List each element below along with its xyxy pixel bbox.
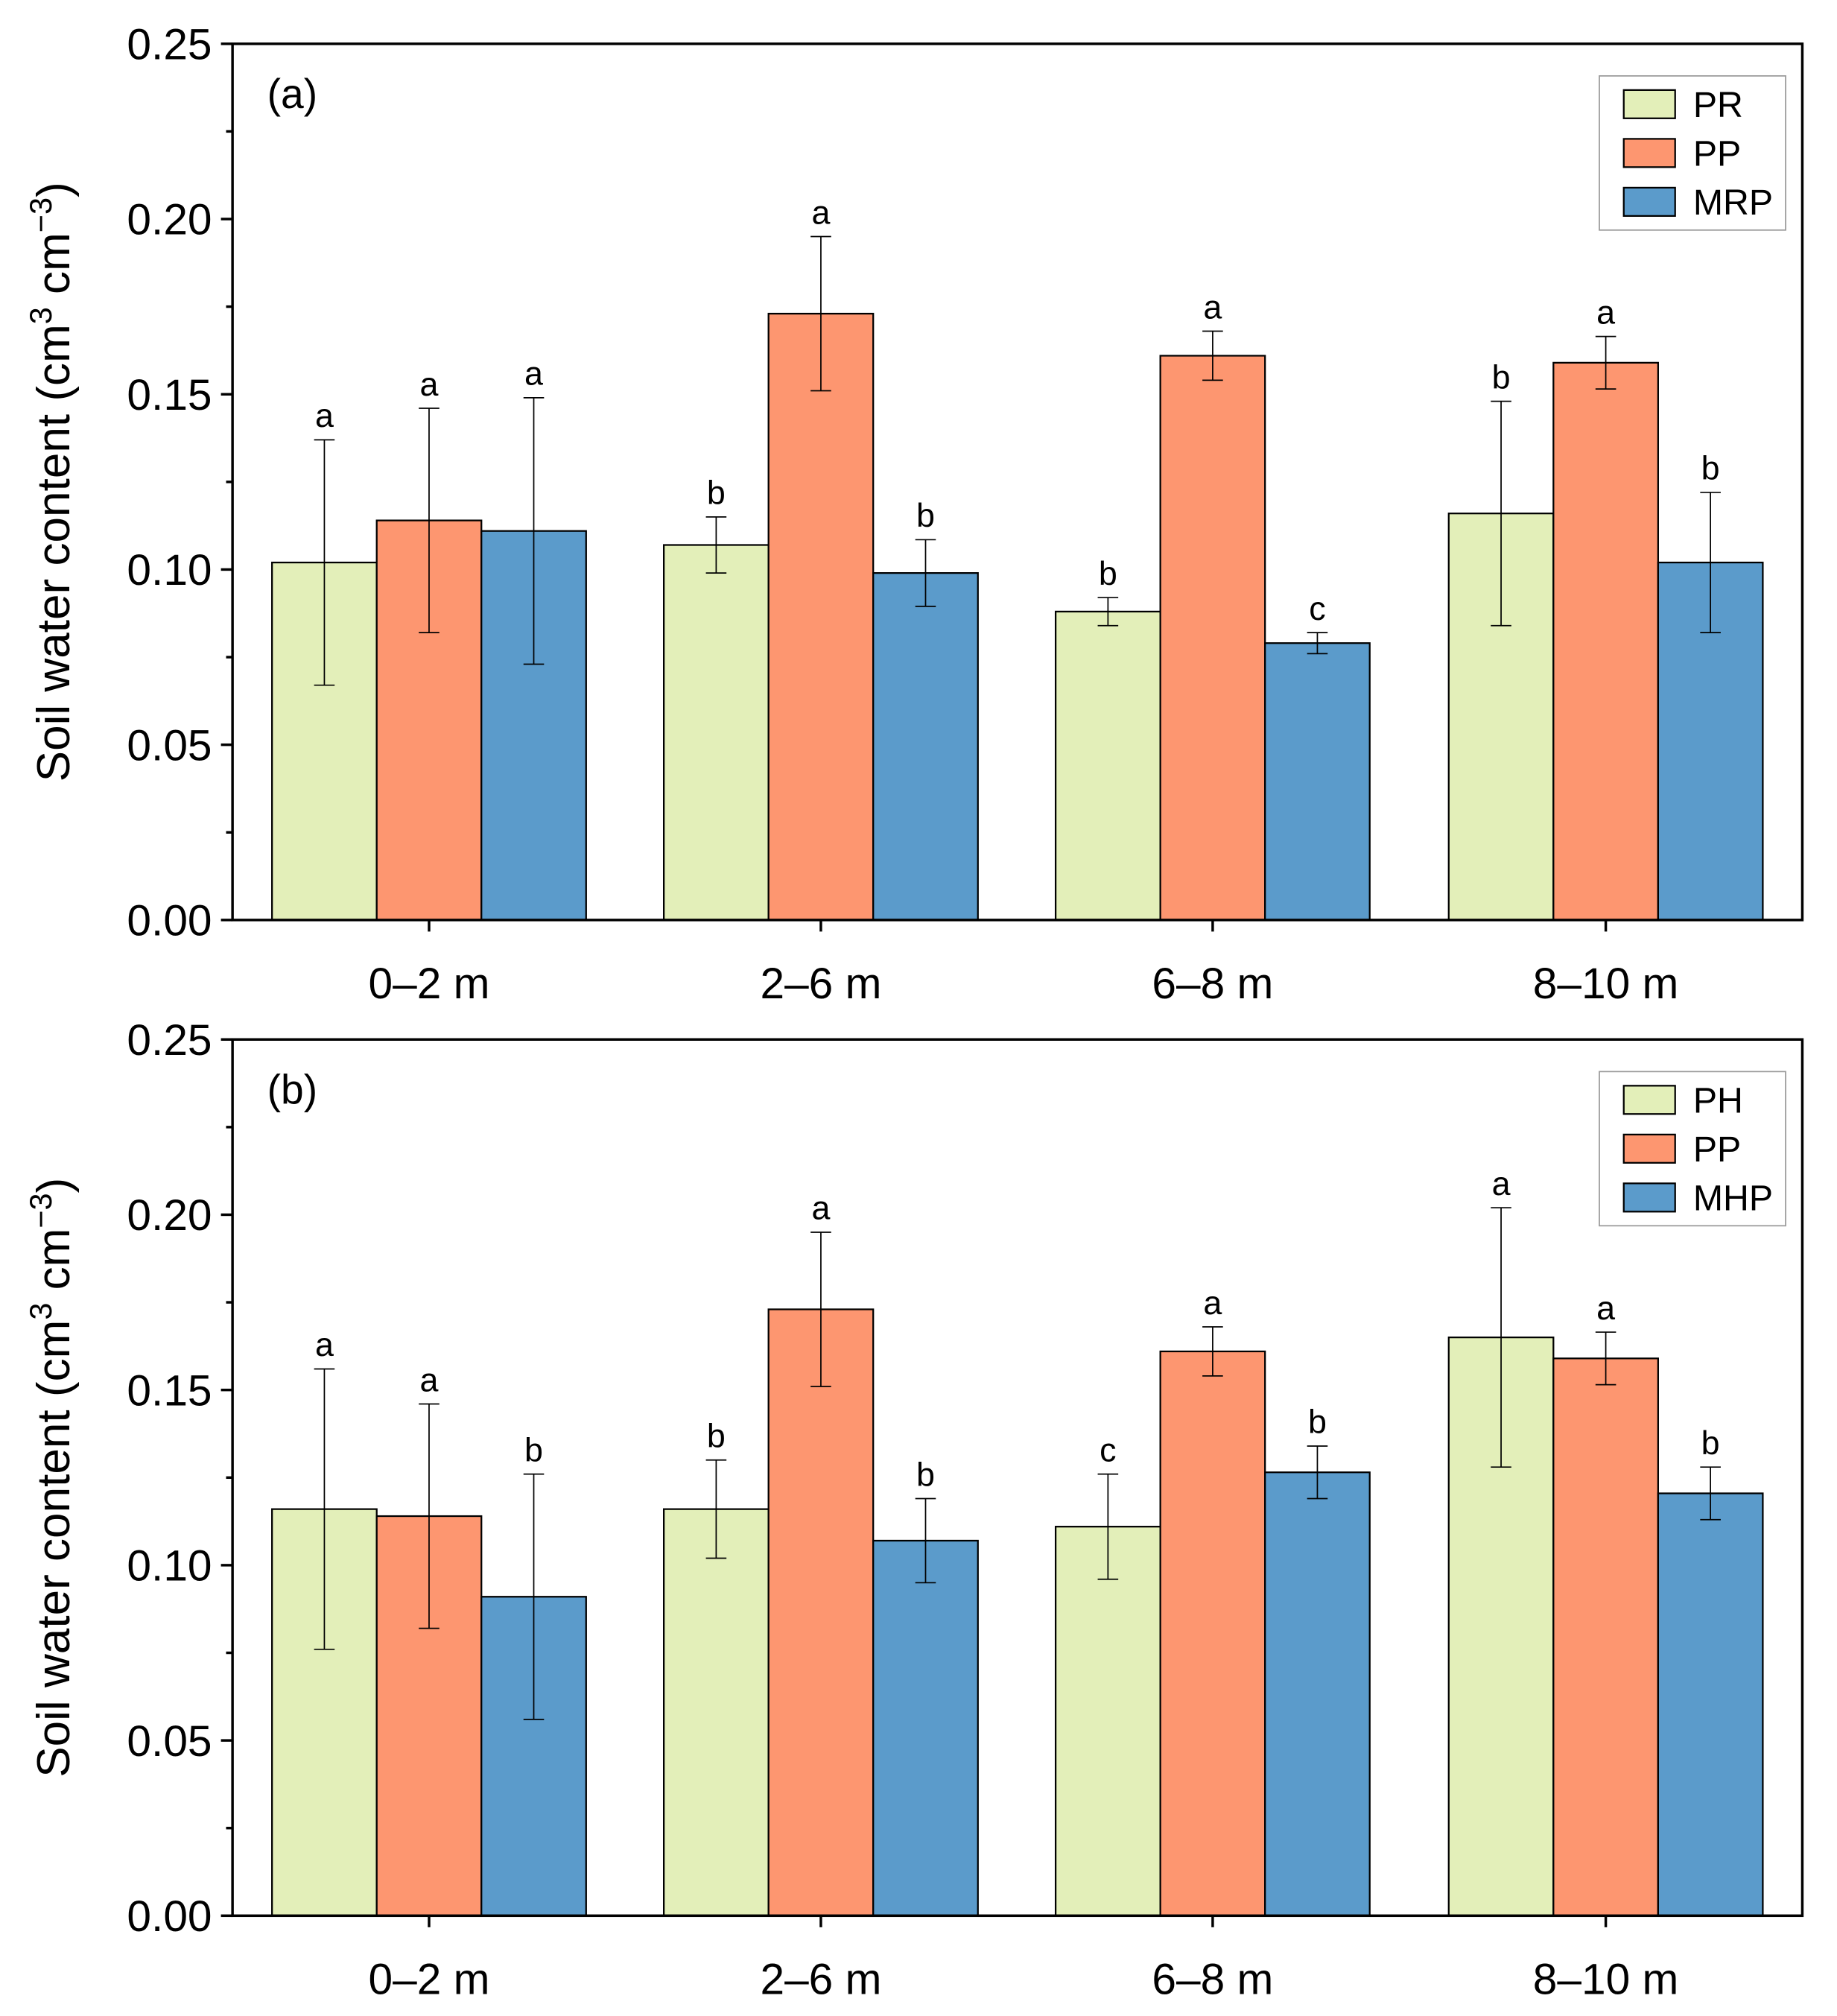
legend-label: PP bbox=[1693, 134, 1741, 174]
legend-swatch-pp bbox=[1622, 138, 1676, 168]
y-tick-label: 0.25 bbox=[127, 20, 212, 69]
significance-letter: a bbox=[1203, 1284, 1222, 1322]
chart-panel-b: a b c a a a a a b b b b 0.00 0.05 0.10 0.15 0.20 0.25 0–2 … bbox=[24, 1016, 1804, 2004]
bar-pp bbox=[1159, 1350, 1266, 1917]
significance-letter: b bbox=[524, 1430, 543, 1468]
y-axis-label: Soil water content (cm3 cm−3) bbox=[24, 1178, 80, 1778]
significance-letter: a bbox=[524, 355, 543, 393]
significance-letter: a bbox=[1492, 1164, 1511, 1202]
significance-letter: b bbox=[916, 1455, 935, 1493]
y-label-end: ) bbox=[28, 182, 80, 197]
significance-letter: a bbox=[315, 396, 334, 434]
x-tick-label: 8–10 m bbox=[1533, 960, 1679, 1008]
legend-label: MRP bbox=[1693, 183, 1773, 223]
y-tick-label: 0.10 bbox=[127, 1542, 212, 1591]
y-tick-label: 0.15 bbox=[127, 1366, 212, 1415]
legend-label: PH bbox=[1693, 1081, 1743, 1121]
bar-pp bbox=[767, 312, 875, 921]
significance-letter: a bbox=[1203, 288, 1222, 326]
y-tick-label: 0.20 bbox=[127, 1191, 212, 1240]
y-label-sup: −3 bbox=[24, 197, 58, 232]
significance-letter: a bbox=[811, 193, 830, 231]
significance-letter: c bbox=[1100, 1430, 1116, 1468]
legend-label: PP bbox=[1693, 1129, 1741, 1170]
y-tick-label: 0.05 bbox=[127, 721, 212, 770]
y-axis-label: Soil water content (cm3 cm−3) bbox=[24, 182, 80, 782]
bar-pp bbox=[767, 1308, 875, 1917]
significance-letter: b bbox=[707, 474, 726, 512]
significance-letter: a bbox=[420, 365, 439, 403]
significance-letter: b bbox=[707, 1417, 726, 1455]
legend-swatch-mhp bbox=[1622, 1182, 1676, 1213]
x-tick-label: 8–10 m bbox=[1533, 1956, 1679, 2004]
panel-label: (b) bbox=[267, 1066, 317, 1112]
significance-letter: a bbox=[315, 1325, 334, 1363]
y-label-mid: cm bbox=[28, 1229, 80, 1303]
chart-panel-a: a b b b a a a a a b c b 0.00 0.05 0.10 0.15 0.20 0.25 0–2 … bbox=[24, 20, 1804, 1008]
y-label-main: Soil water content (cm bbox=[28, 324, 80, 782]
y-label-main: Soil water content (cm bbox=[28, 1320, 80, 1778]
y-tick-label: 0.25 bbox=[127, 1016, 212, 1065]
bar-ph bbox=[663, 1508, 770, 1917]
bar-mhp bbox=[1264, 1471, 1371, 1917]
significance-letter: b bbox=[1099, 554, 1117, 592]
bar-ph bbox=[1054, 1526, 1161, 1917]
y-tick-label: 0.00 bbox=[127, 1892, 212, 1941]
legend: PH PP MHP bbox=[1599, 1071, 1786, 1227]
significance-letter: c bbox=[1309, 589, 1325, 627]
bar-mrp bbox=[1264, 642, 1371, 921]
significance-letter: a bbox=[420, 1360, 439, 1398]
significance-letter: b bbox=[1492, 358, 1511, 396]
significance-letter: b bbox=[1308, 1403, 1327, 1441]
bar-mhp bbox=[1657, 1492, 1764, 1917]
bar-pp bbox=[1552, 1357, 1659, 1917]
bar-mrp bbox=[872, 572, 979, 921]
panel-label: (a) bbox=[267, 71, 317, 117]
significance-letter: a bbox=[811, 1189, 830, 1227]
bar-pp bbox=[1552, 361, 1659, 921]
legend-swatch-pr bbox=[1622, 89, 1676, 119]
bar-mhp bbox=[872, 1539, 979, 1917]
legend-label: MHP bbox=[1693, 1179, 1773, 1219]
x-tick-label: 2–6 m bbox=[760, 960, 881, 1008]
y-tick-label: 0.10 bbox=[127, 546, 212, 595]
bar-pr bbox=[663, 544, 770, 921]
significance-letter: a bbox=[1596, 293, 1615, 331]
legend-label: PR bbox=[1693, 85, 1743, 125]
y-tick-label: 0.05 bbox=[127, 1717, 212, 1766]
y-label-sup: 3 bbox=[24, 307, 58, 324]
legend-swatch-mrp bbox=[1622, 186, 1676, 217]
x-tick-label: 6–8 m bbox=[1152, 960, 1273, 1008]
y-label-mid: cm bbox=[28, 232, 80, 307]
x-tick-label: 0–2 m bbox=[369, 1956, 490, 2004]
significance-letter: b bbox=[1701, 449, 1720, 487]
bar-pp bbox=[1159, 355, 1266, 921]
y-label-sup: 3 bbox=[24, 1303, 58, 1320]
legend-swatch-ph bbox=[1622, 1085, 1676, 1115]
significance-letter: b bbox=[1701, 1424, 1720, 1462]
y-tick-label: 0.20 bbox=[127, 196, 212, 244]
y-label-sup: −3 bbox=[24, 1193, 58, 1228]
legend: PR PP MRP bbox=[1599, 75, 1786, 231]
significance-letter: a bbox=[1596, 1289, 1615, 1327]
legend-swatch-pp bbox=[1622, 1133, 1676, 1164]
y-tick-label: 0.00 bbox=[127, 897, 212, 945]
x-tick-label: 0–2 m bbox=[369, 960, 490, 1008]
bar-pr bbox=[1054, 610, 1161, 921]
x-tick-label: 6–8 m bbox=[1152, 1956, 1273, 2004]
y-label-end: ) bbox=[28, 1178, 80, 1194]
x-tick-label: 2–6 m bbox=[760, 1956, 881, 2004]
significance-letter: b bbox=[916, 496, 935, 534]
y-tick-label: 0.15 bbox=[127, 371, 212, 419]
